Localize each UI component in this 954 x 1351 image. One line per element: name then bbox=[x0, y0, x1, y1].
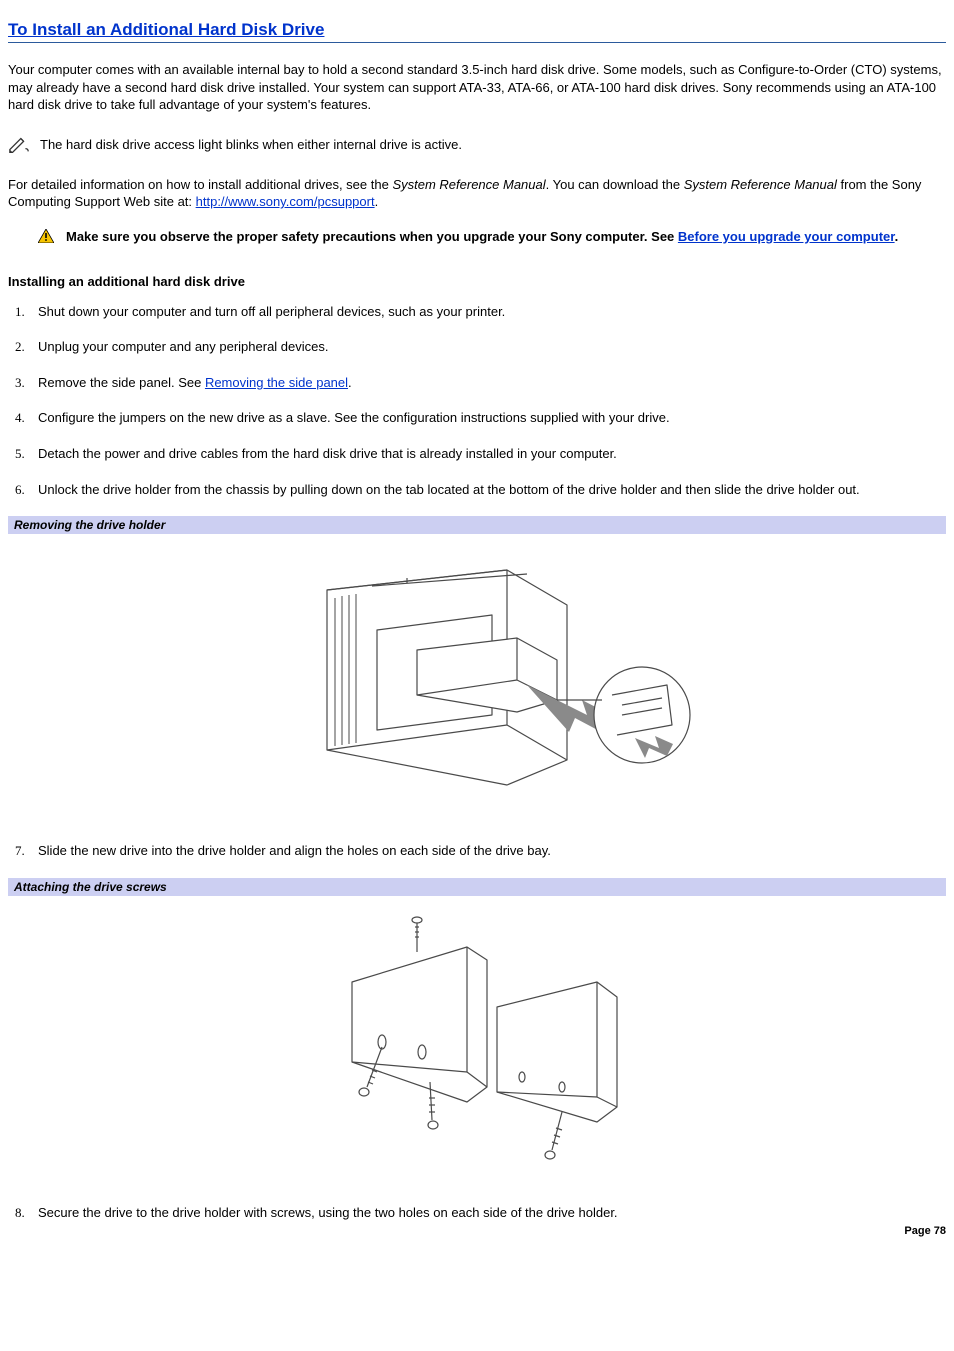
step-3-pre: Remove the side panel. See bbox=[38, 375, 205, 390]
warn-end: . bbox=[895, 229, 899, 244]
page-number: Page 78 bbox=[904, 1225, 946, 1237]
note-text: The hard disk drive access light blinks … bbox=[40, 137, 462, 152]
warning-icon bbox=[38, 229, 54, 246]
step-1: Shut down your computer and turn off all… bbox=[28, 303, 946, 321]
pencil-icon bbox=[8, 136, 30, 154]
detail-pre: For detailed information on how to insta… bbox=[8, 177, 392, 192]
figure-1-caption: Removing the drive holder bbox=[8, 516, 946, 534]
detail-ref-1: System Reference Manual bbox=[392, 177, 545, 192]
side-panel-link[interactable]: Removing the side panel bbox=[205, 375, 348, 390]
step-8: Secure the drive to the drive holder wit… bbox=[28, 1204, 946, 1222]
figure-2-caption: Attaching the drive screws bbox=[8, 878, 946, 896]
note-block: The hard disk drive access light blinks … bbox=[8, 136, 946, 154]
figure-1 bbox=[8, 534, 946, 842]
detail-mid: . You can download the bbox=[546, 177, 684, 192]
detail-ref-2: System Reference Manual bbox=[684, 177, 837, 192]
warning-text: Make sure you observe the proper safety … bbox=[66, 229, 898, 244]
step-5: Detach the power and drive cables from t… bbox=[28, 445, 946, 463]
warning-block: Make sure you observe the proper safety … bbox=[8, 229, 946, 246]
steps-list-2: Slide the new drive into the drive holde… bbox=[28, 842, 946, 860]
figure-2 bbox=[8, 896, 946, 1204]
before-upgrade-link[interactable]: Before you upgrade your computer bbox=[678, 229, 895, 244]
drive-screws-illustration bbox=[312, 912, 642, 1180]
step-7: Slide the new drive into the drive holde… bbox=[28, 842, 946, 860]
support-link[interactable]: http://www.sony.com/pcsupport bbox=[196, 194, 375, 209]
warn-pre: Make sure you observe the proper safety … bbox=[66, 229, 678, 244]
step-2: Unplug your computer and any peripheral … bbox=[28, 338, 946, 356]
steps-list: Shut down your computer and turn off all… bbox=[28, 303, 946, 498]
step-3-end: . bbox=[348, 375, 352, 390]
steps-list-3: Secure the drive to the drive holder wit… bbox=[28, 1204, 946, 1222]
step-4: Configure the jumpers on the new drive a… bbox=[28, 409, 946, 427]
detail-end: . bbox=[375, 194, 379, 209]
sub-heading: Installing an additional hard disk drive bbox=[8, 274, 946, 289]
intro-paragraph: Your computer comes with an available in… bbox=[8, 61, 946, 114]
step-3: Remove the side panel. See Removing the … bbox=[28, 374, 946, 392]
detail-paragraph: For detailed information on how to insta… bbox=[8, 176, 946, 211]
drive-holder-illustration bbox=[257, 550, 697, 818]
step-6: Unlock the drive holder from the chassis… bbox=[28, 481, 946, 499]
page-title: To Install an Additional Hard Disk Drive bbox=[8, 20, 946, 43]
